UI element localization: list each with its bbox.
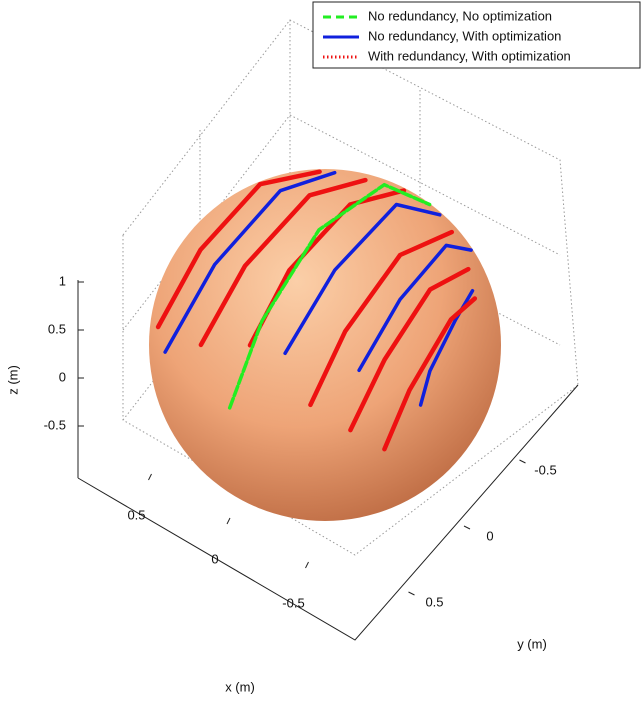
y-tick-label: 0 xyxy=(486,528,493,543)
z-tick-label: 0 xyxy=(59,369,66,384)
y-tick-label: -0.5 xyxy=(534,462,556,477)
z-axis-label: z (m) xyxy=(5,365,20,395)
y-tick xyxy=(409,592,415,595)
x-tick-label: -0.5 xyxy=(282,595,304,610)
y-tick-label: 0.5 xyxy=(425,594,443,609)
y-tick xyxy=(520,460,526,463)
chart: -0.5 0 0.5 1 -0.5 0 0.5 -0.5 0 0.5 x (m) y (m) z … xyxy=(0,0,644,701)
x-tick-label: 0.5 xyxy=(127,507,145,522)
legend: No redundancy, No optimization No redunda… xyxy=(313,2,640,68)
y-tick xyxy=(464,526,470,529)
z-tick-label: 1 xyxy=(59,273,66,288)
x-tick xyxy=(227,518,230,524)
z-tick-label: -0.5 xyxy=(44,417,66,432)
x-tick-label: 0 xyxy=(211,551,218,566)
legend-label: No redundancy, With optimization xyxy=(368,28,561,43)
x-tick xyxy=(149,474,152,480)
legend-label: With redundancy, With optimization xyxy=(368,48,571,63)
x-tick xyxy=(306,562,309,568)
z-tick-label: 0.5 xyxy=(48,321,66,336)
x-axis-label: x (m) xyxy=(225,679,255,694)
legend-label: No redundancy, No optimization xyxy=(368,8,552,23)
y-axis-label: y (m) xyxy=(517,636,547,651)
